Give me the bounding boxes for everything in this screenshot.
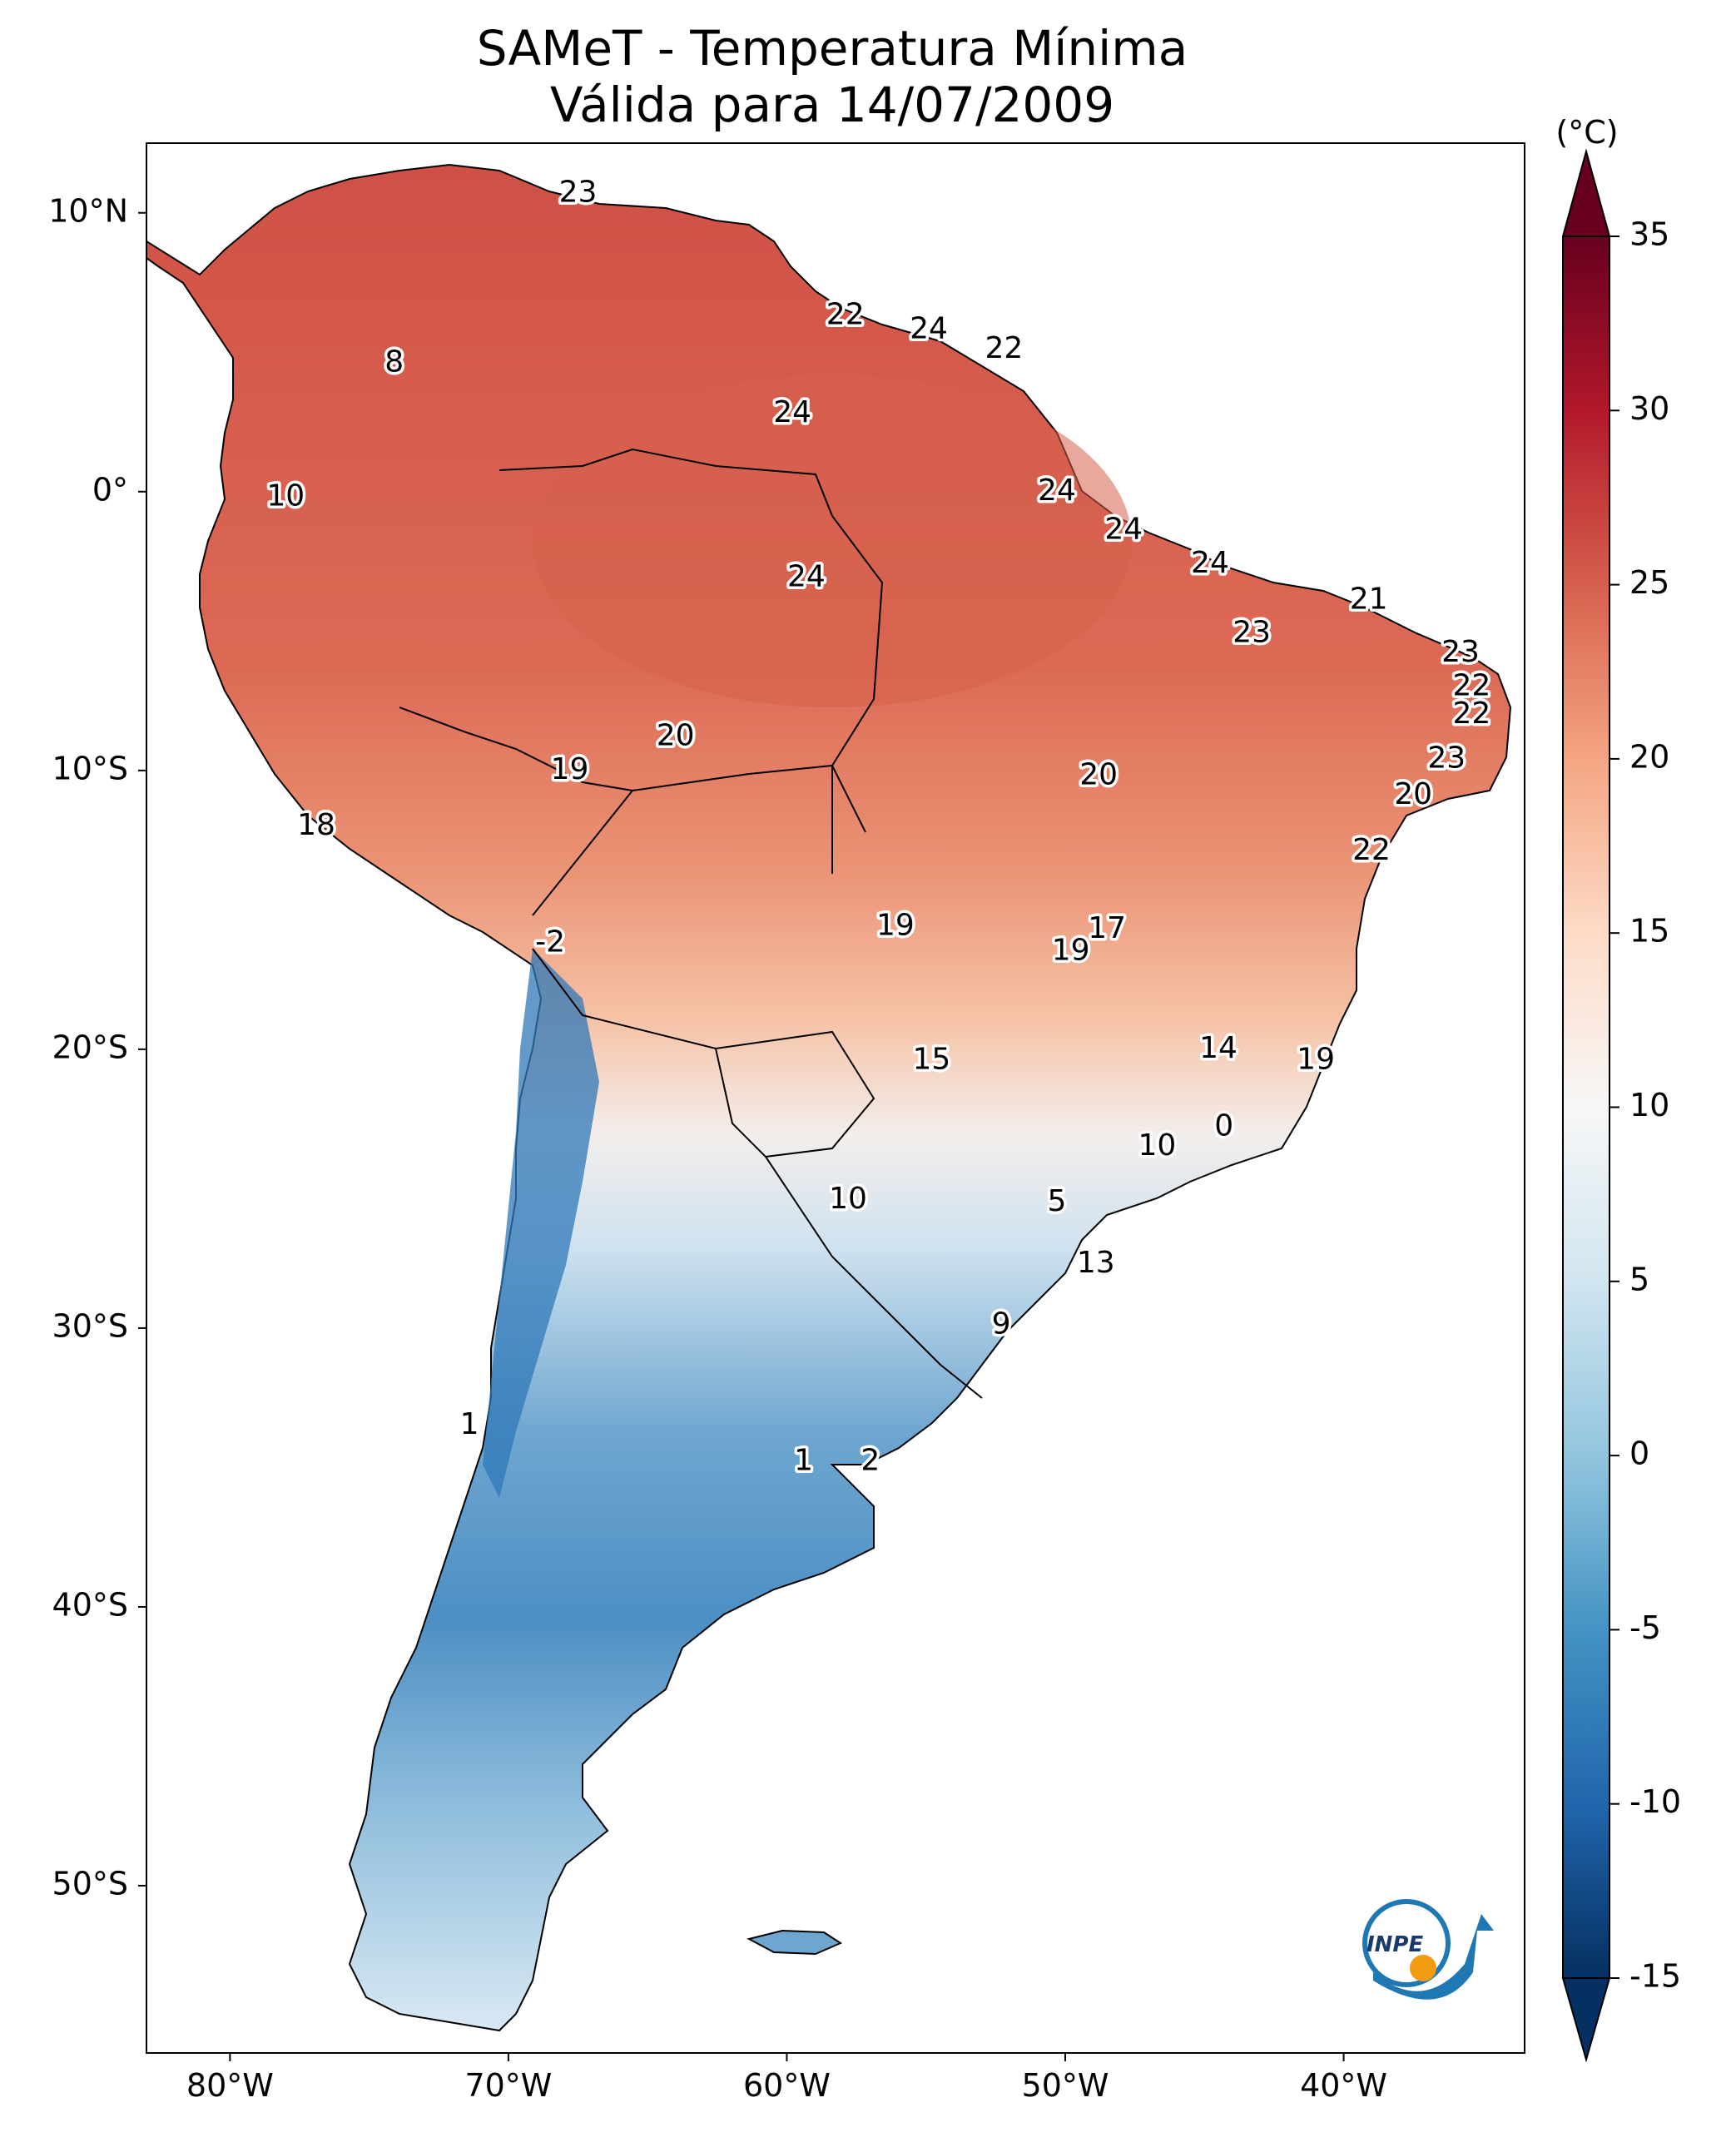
colorbar-tick-label: 30 <box>1629 390 1669 427</box>
temperature-value-label: 1 <box>794 1444 813 1478</box>
colorbar-extend-top <box>1561 148 1611 237</box>
temperature-value-label: 22 <box>1453 697 1491 731</box>
latitude-axis: 10°N 0° 10°S 20°S 30°S 40°S 50°S <box>48 192 146 1902</box>
map-plot-area <box>146 142 1525 2054</box>
temperature-value-label: 19 <box>1052 934 1090 968</box>
falkland-islands <box>746 1929 843 1956</box>
temperature-value-label: 22 <box>1352 833 1391 867</box>
colorbar-tick-label: 20 <box>1629 738 1669 775</box>
temperature-value-label: 22 <box>985 331 1023 365</box>
colorbar-tick-label: 0 <box>1629 1435 1649 1472</box>
amazon-warm-core <box>533 374 1132 707</box>
temperature-value-label: 22 <box>826 298 865 332</box>
colorbar-tick-label: -5 <box>1629 1609 1661 1646</box>
inpe-logo-ring <box>1362 1899 1451 1987</box>
temperature-value-label: 17 <box>1088 911 1126 945</box>
lat-tick-label: 0° <box>92 471 128 508</box>
temperature-value-label: 1 <box>460 1407 479 1441</box>
temperature-value-label: 24 <box>787 560 826 594</box>
andes-cold-band <box>483 949 599 1498</box>
temperature-value-label: 19 <box>551 752 589 786</box>
colorbar-unit-label: (°C) <box>1555 114 1618 151</box>
map-title-line2: Válida para 14/07/2009 <box>550 77 1114 133</box>
temperature-value-label: 24 <box>773 395 811 429</box>
lat-tick-label: 30°S <box>52 1307 128 1344</box>
temperature-value-label: 21 <box>1350 582 1388 616</box>
temperature-value-label: 24 <box>1191 546 1229 580</box>
temperature-value-label: 8 <box>384 345 404 379</box>
inpe-logo-dot <box>1410 1955 1436 1981</box>
lat-tick-label: 40°S <box>52 1586 128 1623</box>
lat-tick-label: 20°S <box>52 1029 128 1065</box>
lon-tick-label: 50°W <box>1022 2067 1109 2104</box>
inpe-logo-swoosh <box>1373 1914 1494 2000</box>
temperature-value-label: 5 <box>1048 1184 1067 1218</box>
colorbar-extend-bottom <box>1561 1977 1611 2063</box>
temperature-value-label: 18 <box>297 808 335 842</box>
colorbar-tick-label: 5 <box>1629 1261 1649 1297</box>
colorbar-gradient <box>1562 236 1610 1979</box>
temperature-value-label: 0 <box>1214 1109 1233 1143</box>
colorbar-tick-label: 25 <box>1629 564 1669 601</box>
temperature-value-label: 20 <box>657 719 695 753</box>
temperature-value-label: 10 <box>1138 1128 1176 1163</box>
temperature-value-label: 23 <box>1233 616 1271 650</box>
inpe-logo: INPE <box>1362 1899 1494 2000</box>
temperature-value-label: 10 <box>829 1182 867 1216</box>
temperature-value-label: 20 <box>1079 758 1118 792</box>
temperature-value-label: -2 <box>535 925 565 959</box>
country-borders <box>399 448 983 1399</box>
colorbar-tick-label: -10 <box>1629 1783 1681 1820</box>
temperature-value-label: 19 <box>1297 1042 1335 1076</box>
temperature-value-label: 24 <box>910 311 948 345</box>
south-america-landmass <box>146 163 1512 2032</box>
temperature-value-label: 23 <box>1427 741 1466 775</box>
temperature-value-label: 2 <box>861 1444 880 1478</box>
temperature-value-label: 13 <box>1077 1246 1115 1280</box>
temperature-value-label: 14 <box>1199 1031 1238 1065</box>
temperature-value-label: 23 <box>559 175 598 209</box>
temperature-value-label: 20 <box>1394 777 1432 811</box>
colorbar: (°C) 35 30 25 20 15 10 5 0 -5 -10 -15 <box>1555 114 1681 2063</box>
colorbar-tick-label: 35 <box>1629 216 1669 253</box>
temperature-value-label: 22 <box>1453 668 1491 702</box>
lat-tick-label: 50°S <box>52 1865 128 1902</box>
temperature-value-label: 15 <box>913 1042 951 1076</box>
colorbar-tick-label: 10 <box>1629 1087 1669 1123</box>
temperature-value-label: 19 <box>876 908 915 942</box>
lat-tick-label: 10°N <box>48 192 128 229</box>
lon-tick-label: 40°W <box>1300 2067 1387 2104</box>
temperature-value-label: 24 <box>1038 474 1076 508</box>
colorbar-ticks: 35 30 25 20 15 10 5 0 -5 -10 -15 <box>1610 216 1681 1995</box>
lon-tick-label: 60°W <box>743 2067 831 2104</box>
temperature-value-label: 10 <box>266 478 305 513</box>
lon-tick-label: 80°W <box>186 2067 274 2104</box>
lat-tick-label: 10°S <box>52 750 128 786</box>
longitude-axis: 80°W 70°W 60°W 50°W 40°W <box>186 2053 1387 2104</box>
temperature-value-label: 24 <box>1104 513 1143 547</box>
temperature-value-label: 9 <box>992 1307 1011 1341</box>
inpe-logo-text: INPE <box>1366 1932 1423 1957</box>
colorbar-tick-label: -15 <box>1629 1958 1681 1995</box>
colorbar-tick-label: 15 <box>1629 913 1669 950</box>
temperature-value-label: 23 <box>1441 635 1480 669</box>
lon-tick-label: 70°W <box>464 2067 552 2104</box>
plot-frame <box>146 142 1525 2054</box>
map-title-line1: SAMeT - Temperatura Mínima <box>477 20 1188 77</box>
